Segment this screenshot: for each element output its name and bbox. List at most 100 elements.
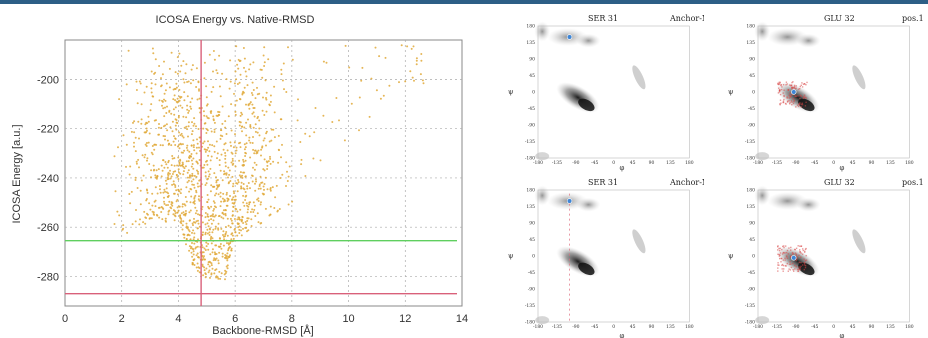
scatter-point [203,77,206,80]
scatter-point [272,160,275,163]
scatter-point [150,82,153,85]
scatter-point [204,171,207,174]
scatter-point [227,249,230,252]
scatter-point [168,86,171,89]
scatter-point [187,135,189,138]
scatter-point [243,143,246,146]
scatter-point [193,217,195,220]
scatter-point [193,242,196,245]
sample-point [803,258,805,260]
scatter-point [218,85,221,88]
scatter-point [195,254,198,257]
phi-label: φ [840,332,845,338]
scatter-point [217,228,220,231]
scatter-point [196,252,199,255]
scatter-point [214,244,217,247]
scatter-point [145,145,148,147]
sample-point [803,268,805,271]
scatter-point [192,224,194,227]
scatter-point [254,97,257,100]
psi-tick-label: -90 [748,123,755,129]
scatter-point [192,253,195,256]
scatter-point [186,81,189,83]
ramachandran-ser31-bottom: SER 31 Anchor-Nt φ ψ -180-180 -135 -135 -90… [508,176,704,338]
scatter-point [216,72,219,75]
scatter-point [208,173,211,176]
scatter-point [231,157,234,160]
x-tick-label: 4 [175,313,181,325]
sample-point [789,103,791,105]
sample-point [795,254,797,257]
scatter-point [118,98,121,101]
scatter-point [158,65,161,67]
scatter-point [291,200,294,203]
scatter-point [151,204,154,207]
phi-tick-label: 0 [612,324,615,330]
sample-point [804,248,807,250]
sample-point [795,253,798,255]
scatter-point [137,158,140,161]
scatter-point [134,220,137,223]
scatter-point [258,134,261,137]
scatter-point [177,188,180,191]
scatter-point [144,216,147,219]
scatter-point [150,91,153,94]
scatter-point [177,168,180,171]
scatter-point [245,103,247,106]
scatter-point [181,161,184,164]
scatter-point [212,213,214,216]
scatter-point [246,230,248,233]
scatter-point [265,98,268,101]
scatter-point [231,222,234,225]
scatter-point [165,187,168,190]
scatter-point [201,258,204,261]
scatter-point [177,209,180,212]
scatter-point [257,200,260,202]
scatter-point [228,173,231,176]
scatter-point [254,189,257,192]
scatter-point [201,265,204,268]
scatter-point [210,130,213,133]
sample-point [795,95,797,97]
scatter-point [172,108,175,111]
scatter-point [142,221,145,224]
phi-tick-label: 135 [886,160,895,166]
scatter-point [195,246,198,249]
scatter-point [191,121,193,124]
sample-point [785,255,788,257]
sample-point [791,253,794,255]
scatter-point [204,223,207,226]
scatter-point [252,89,255,91]
scatter-point [210,235,213,238]
sample-point [800,245,802,247]
scatter-point [192,248,195,251]
scatter-point [163,98,165,101]
rama-title: SER 31 [588,178,618,187]
scatter-point [191,255,194,258]
scatter-point [170,203,173,206]
scatter-point [410,47,413,50]
scatter-point [216,152,219,155]
scatter-point [217,227,220,230]
scatter-point [196,138,198,141]
scatter-point [249,124,252,126]
psi-tick-label: -180 [525,320,535,326]
phi-tick-label: -45 [811,324,818,330]
scatter-point [173,157,176,160]
sample-point [799,269,801,271]
psi-tick-label: 135 [526,204,535,210]
scatter-point [244,151,247,154]
scatter-point [216,186,219,189]
scatter-point [179,192,182,195]
scatter-point [186,108,189,111]
scatter-point [212,70,214,73]
scatter-point [281,173,284,176]
scatter-point [205,182,208,185]
scatter-point [175,189,178,192]
sample-point [791,81,793,84]
scatter-point [181,135,184,137]
scatter-point [263,114,266,116]
scatter-point [280,118,283,121]
scatter-point [197,170,199,173]
scatter-point [312,157,315,160]
